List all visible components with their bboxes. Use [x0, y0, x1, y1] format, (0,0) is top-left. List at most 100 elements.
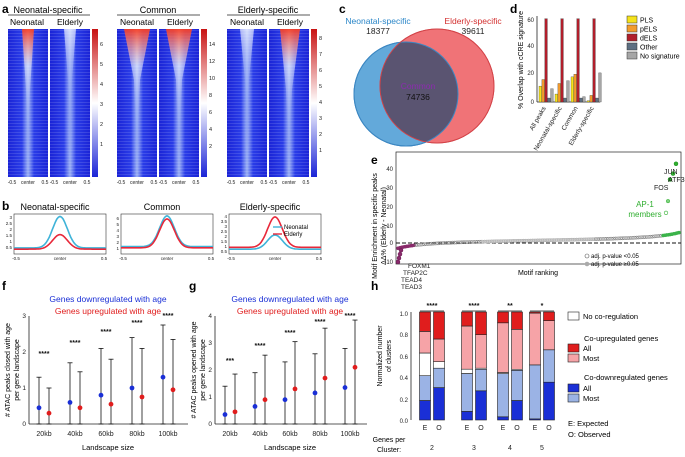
stacked-segment-co-upregulated-most [511, 328, 523, 370]
scale-tick: 2 [319, 132, 322, 138]
motif-point [613, 236, 618, 241]
y-tick: 3 [9, 215, 12, 220]
significance-stars: **** [255, 343, 266, 350]
eo-label: O [546, 425, 552, 432]
x-tick: 0.5 [316, 256, 323, 261]
category-label: 20kb [222, 431, 237, 438]
motif-point [470, 240, 475, 244]
venn-count-neonatal: 18377 [366, 26, 390, 36]
x-axis-label: Genes per [373, 437, 406, 444]
scale-tick: 8 [209, 93, 212, 99]
y-tick: 1 [224, 244, 227, 249]
y-tick: 6 [116, 216, 119, 221]
motif-point [468, 240, 473, 244]
point-down [222, 412, 228, 417]
motif-highlight-fos [667, 177, 673, 182]
motif-point [447, 240, 452, 245]
profile-title: Neonatal-specific [20, 202, 90, 212]
motif-highlight-tead4 [396, 255, 402, 261]
motif-point [638, 235, 642, 240]
y-tick: 0.5 [6, 245, 13, 250]
point-down [342, 385, 348, 390]
scale-tick: 5 [319, 84, 322, 90]
panel-b: b Neonatal-specific Common Elderly-speci… [2, 199, 323, 261]
y-tick: 3 [208, 340, 212, 347]
bar-chart [538, 18, 602, 103]
panel-f: f Genes downregulated with age Genes upr… [2, 279, 188, 452]
y-tick: 1.5 [6, 233, 13, 238]
point-down [36, 405, 42, 411]
stacked-segment-co-downregulated-all [433, 387, 445, 421]
color-scale [92, 29, 98, 177]
legend-label: Most [583, 394, 600, 403]
motif-point [652, 234, 657, 239]
profile-title: Elderly-specific [240, 202, 301, 212]
point-down [252, 404, 258, 409]
motif-point [442, 241, 446, 245]
panel-e: e Motif Enrichment in specific peaks ΔΔ%… [371, 151, 685, 291]
motif-point [632, 235, 637, 240]
eo-label: E [501, 425, 506, 432]
motif-point [647, 235, 651, 239]
x-tick: 0.5 [303, 180, 310, 186]
legend-note: O: Observed [568, 430, 611, 439]
legend-up: Genes upregulated with age [237, 306, 344, 316]
point-up [170, 387, 176, 393]
category-label: 100kb [158, 431, 177, 438]
scale-tick: 4 [209, 127, 212, 133]
y-tick: 1 [208, 394, 212, 401]
bar-no-signature [598, 72, 602, 103]
x-tick: center [269, 256, 282, 261]
motif-label: JUN [664, 169, 678, 176]
significance-stars: **** [163, 313, 174, 320]
motif-point [655, 234, 660, 238]
motif-point [440, 241, 445, 245]
y-tick: 0 [208, 421, 212, 428]
motif-point [604, 236, 609, 241]
significance-stars: ** [507, 303, 513, 310]
motif-point [463, 240, 468, 245]
motif-point [609, 236, 614, 241]
y-tick: 3 [224, 224, 227, 229]
eo-label: O [436, 425, 442, 432]
heatmap-group-title: Elderly-specific [238, 5, 299, 15]
category-label: 40kb [67, 431, 82, 438]
motif-point [461, 240, 466, 245]
y-tick: 1.0 [400, 312, 409, 318]
legend-label: Neonatal [284, 225, 308, 231]
motif-point [454, 240, 459, 245]
point-down [67, 400, 73, 405]
profile-plot-frame [228, 213, 322, 255]
stacked-segment-co-downregulated-all [419, 400, 431, 421]
x-tick: -0.5 [8, 180, 17, 186]
motif-point [435, 241, 439, 246]
bar-no-signature [566, 80, 570, 103]
motif-point [597, 237, 602, 241]
eo-label: E [423, 425, 428, 432]
legend-note: E: Expected [568, 419, 608, 428]
scale-tick: 12 [209, 59, 215, 65]
motif-highlight-foxm1 [398, 247, 404, 253]
motif-label: FOXM1 [408, 263, 431, 270]
ap1-label-members: members [628, 210, 661, 219]
stacked-segment-co-downregulated-most [419, 375, 431, 401]
legend-down: Genes downregulated with age [231, 294, 348, 304]
significance-stars: **** [315, 319, 326, 326]
legend-swatch [626, 33, 638, 42]
legend-label: All [583, 344, 592, 353]
stacked-segment-co-downregulated-all [475, 390, 487, 421]
motif-point [417, 242, 422, 247]
y-tick: 0.6 [400, 355, 409, 361]
motif-point [422, 242, 427, 247]
stacked-segment-no-co-regulation [433, 361, 445, 369]
y-tick: 3 [22, 313, 26, 320]
motif-point [452, 240, 457, 245]
stacked-segment-co-upregulated-all [419, 311, 431, 332]
motif-point [629, 236, 634, 240]
legend-label: All [583, 384, 592, 393]
panel-a: a Neonatal-specific Neonatal Elderly 6 5… [2, 2, 322, 186]
y-tick: 20 [527, 71, 534, 77]
legend-label: PLS [640, 18, 654, 25]
y-tick: 1 [9, 239, 12, 244]
motif-point [636, 235, 641, 240]
